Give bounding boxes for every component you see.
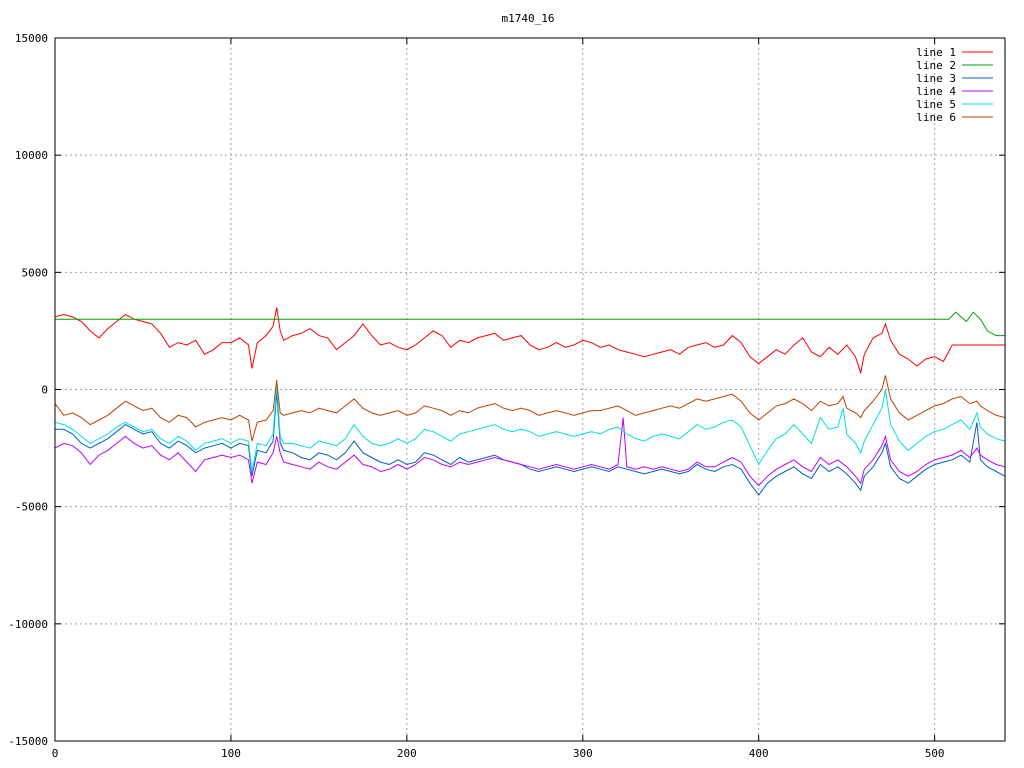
- legend-label-2: line 2: [916, 59, 956, 72]
- chart-title: m1740_16: [502, 12, 555, 25]
- x-tick-label: 400: [749, 747, 769, 760]
- grid-lines: [55, 38, 1005, 741]
- series-line-5: [54, 384, 1006, 472]
- y-tick-label: 0: [41, 384, 48, 397]
- series-layer: [54, 307, 1006, 496]
- x-tick-label: 100: [221, 747, 241, 760]
- series-line-4: [54, 417, 1006, 487]
- x-tick-label: 500: [925, 747, 945, 760]
- legend-label-5: line 5: [916, 98, 956, 111]
- y-tick-label: -15000: [8, 735, 48, 748]
- y-tick-label: 15000: [15, 32, 48, 45]
- x-tick-label: 300: [573, 747, 593, 760]
- series-line-3: [55, 391, 1006, 496]
- legend-label-4: line 4: [916, 85, 956, 98]
- y-tick-label: 5000: [22, 266, 49, 279]
- legend-label-6: line 6: [916, 111, 956, 124]
- legend-label-1: line 1: [916, 46, 956, 59]
- y-tick-label: 10000: [15, 149, 48, 162]
- series-line-2: [55, 311, 1005, 337]
- axis-ticks: 0 100 200 300 400 500 -15000 -10000 -5000 0 5000 10…: [8, 32, 1005, 760]
- y-tick-label: -10000: [8, 618, 48, 631]
- x-tick-label: 0: [52, 747, 59, 760]
- series-line-1: [54, 307, 1005, 374]
- series-line-6: [54, 375, 1006, 442]
- x-tick-label: 200: [397, 747, 417, 760]
- y-tick-label: -5000: [15, 501, 48, 514]
- legend-label-3: line 3: [916, 72, 956, 85]
